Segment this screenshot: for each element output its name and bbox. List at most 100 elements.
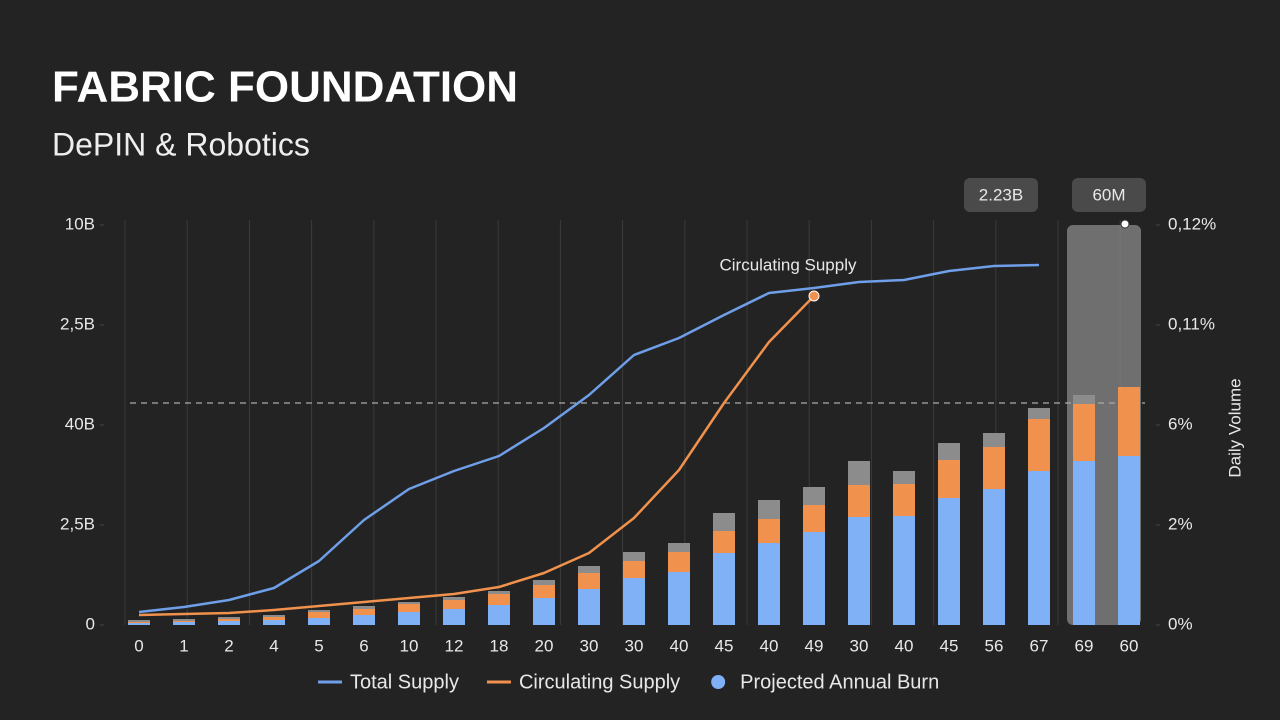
x-tick-label: 4 <box>269 636 278 655</box>
bar-segment <box>353 609 375 615</box>
bar-segment <box>893 484 915 516</box>
bar-segment <box>938 498 960 625</box>
bar-segment <box>443 600 465 609</box>
bar-segment <box>623 561 645 578</box>
legend-swatch <box>711 675 726 689</box>
x-tick-label: 49 <box>805 636 824 655</box>
bar-segment <box>983 489 1005 625</box>
bar-segment <box>128 623 150 625</box>
bar-segment <box>488 594 510 605</box>
x-tick-label: 1 <box>179 636 188 655</box>
x-tick-label: 10 <box>400 636 419 655</box>
bar-segment <box>668 552 690 572</box>
bar-segment <box>308 612 330 618</box>
line-end-dot <box>808 290 820 302</box>
bar-segment <box>623 552 645 561</box>
bar-segment <box>803 505 825 532</box>
bar-segment <box>578 566 600 573</box>
bar-segment <box>623 578 645 625</box>
bar-segment <box>848 461 870 485</box>
bar-segment <box>533 585 555 598</box>
bar-segment <box>488 591 510 594</box>
bar-segment <box>308 610 330 612</box>
bar-segment <box>173 619 195 621</box>
y2-tick-label: 0,11% <box>1168 314 1215 333</box>
callout-box <box>1072 178 1146 212</box>
bar-segment <box>533 580 555 585</box>
y-tick-label: 40B <box>65 414 95 433</box>
line <box>138 263 1040 614</box>
bar-segment <box>1028 471 1050 625</box>
bar-segment <box>218 619 240 621</box>
bar-segment <box>353 615 375 625</box>
bar-segment <box>803 487 825 505</box>
callout-dot <box>1120 219 1130 229</box>
chart-title: FABRIC FOUNDATION <box>52 63 518 112</box>
x-tick-label: 12 <box>445 636 464 655</box>
bar-segment <box>1028 419 1050 471</box>
chart-subtitle: DePIN & Robotics <box>52 126 310 162</box>
bar-segment <box>848 485 870 517</box>
bar-segment <box>668 572 690 625</box>
bar-segment <box>713 531 735 553</box>
bar-segment <box>758 500 780 519</box>
bar-segment <box>128 620 150 622</box>
x-tick-label: 40 <box>895 636 914 655</box>
x-tick-label: 60 <box>1120 636 1139 655</box>
x-tick-label: 30 <box>625 636 644 655</box>
bar-segment <box>443 609 465 625</box>
x-tick-label: 30 <box>580 636 599 655</box>
bar-segment <box>893 471 915 484</box>
y-tick-label: 0 <box>86 614 95 633</box>
x-tick-label: 5 <box>314 636 323 655</box>
bar-segment <box>263 620 285 625</box>
x-tick-label: 56 <box>985 636 1004 655</box>
bar-segment <box>578 589 600 625</box>
bar-segment <box>1118 387 1140 456</box>
bar-segment <box>1118 456 1140 625</box>
bar-segment <box>893 516 915 625</box>
x-tick-label: 18 <box>490 636 509 655</box>
bar-segment <box>488 605 510 625</box>
bar-segment <box>398 602 420 604</box>
bar-segment <box>668 543 690 552</box>
y2-tick-label: 6% <box>1168 414 1193 433</box>
bar-segment <box>1028 408 1050 419</box>
bar-segment <box>758 543 780 625</box>
y2-tick-label: 2% <box>1168 514 1193 533</box>
legend-label: Projected Annual Burn <box>740 671 939 693</box>
bar-segment <box>308 618 330 625</box>
callout-box <box>964 178 1038 212</box>
bar-segment <box>713 513 735 531</box>
x-tick-label: 0 <box>134 636 143 655</box>
legend-label: Total Supply <box>350 671 459 693</box>
y-tick-label: 10B <box>65 214 95 233</box>
bar-segment <box>758 519 780 543</box>
bar-segment <box>398 612 420 625</box>
bar-segment <box>803 532 825 625</box>
bar-segment <box>848 517 870 625</box>
bar-segment <box>983 433 1005 447</box>
bar-segment <box>218 617 240 619</box>
y2-axis-label: Daily Volume <box>1225 378 1244 477</box>
annotation: Circulating Supply <box>719 255 857 274</box>
x-tick-label: 40 <box>760 636 779 655</box>
bar-segment <box>1073 404 1095 461</box>
bar-segment <box>983 447 1005 489</box>
x-tick-label: 45 <box>715 636 734 655</box>
bar-segment <box>218 621 240 625</box>
x-tick-label: 6 <box>359 636 368 655</box>
bar-segment <box>578 573 600 589</box>
bar-segment <box>263 617 285 620</box>
x-tick-label: 40 <box>670 636 689 655</box>
line <box>138 295 815 617</box>
bar-segment <box>263 615 285 617</box>
bar-segment <box>1073 461 1095 625</box>
bar-segment <box>353 606 375 609</box>
bar-segment <box>938 443 960 460</box>
bar-segment <box>173 621 195 622</box>
bar-segment <box>533 598 555 625</box>
y2-tick-label: 0% <box>1168 614 1193 633</box>
y2-tick-label: 0,12% <box>1168 214 1216 233</box>
